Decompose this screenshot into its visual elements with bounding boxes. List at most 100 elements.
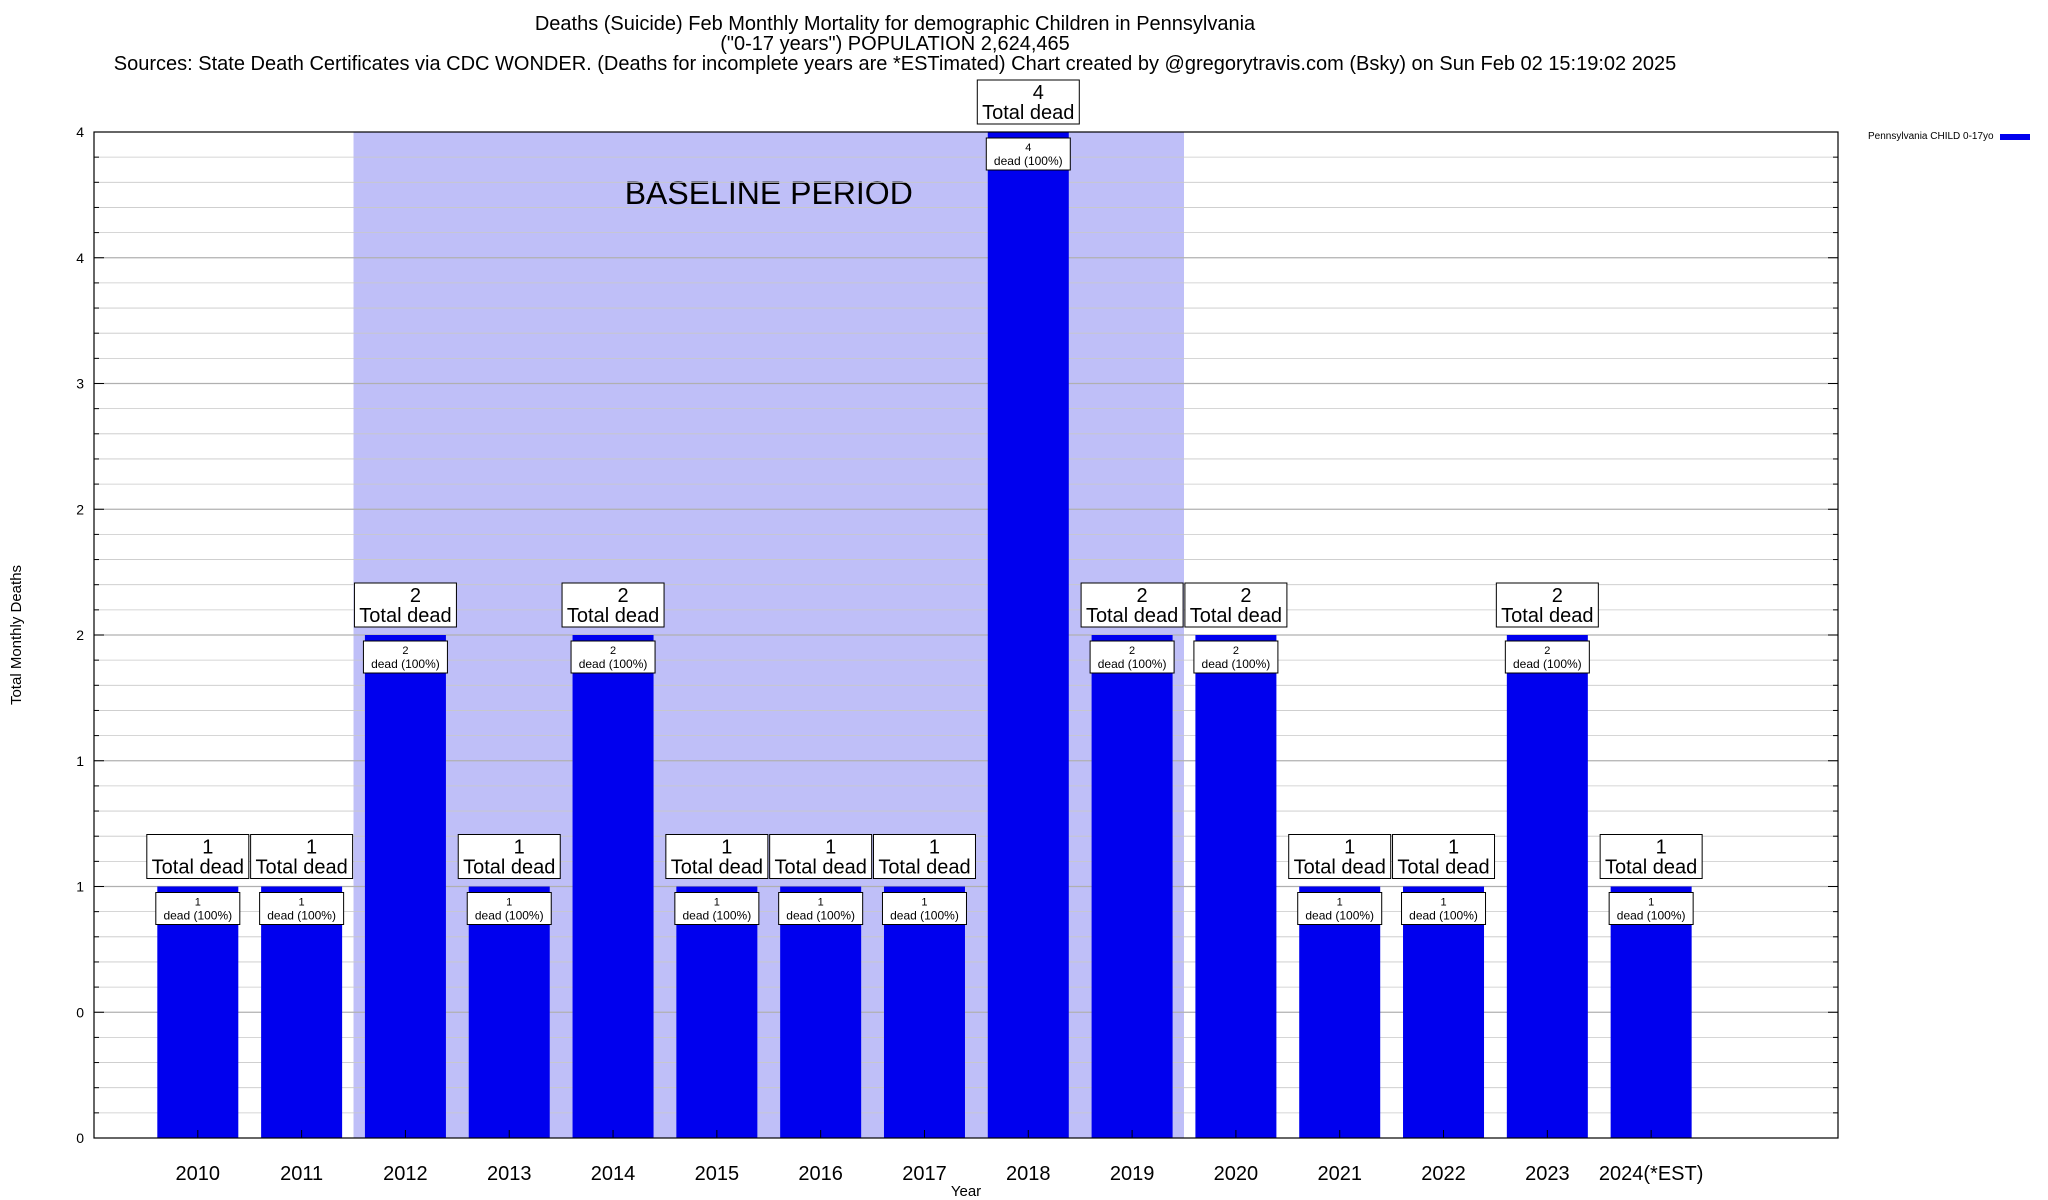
bar-total-label-box	[1080, 582, 1184, 628]
bar-total-label-count: 2	[1137, 585, 1148, 607]
bar-2018	[987, 132, 1069, 1138]
bar-total-label-count: 4	[1033, 82, 1044, 104]
x-tick-label: 2010	[176, 1163, 221, 1185]
bar-total-label-count: 1	[825, 837, 836, 859]
x-tick-label: 2024(*EST)	[1599, 1163, 1704, 1185]
bar-inner-label-box	[985, 137, 1071, 171]
bar-inner-label-box	[362, 640, 448, 674]
bar-2017	[883, 886, 965, 1138]
bar-total-label-count: 1	[1448, 837, 1459, 859]
legend-label: Pennsylvania CHILD 0-17yo	[1868, 131, 1994, 142]
baseline-period-label: BASELINE PERIOD	[625, 175, 913, 211]
bar-inner-label-box	[674, 892, 760, 925]
bar-total-label-count: 1	[1344, 837, 1355, 859]
bar-total-label-text: Total dead	[1086, 605, 1178, 627]
x-tick-label: 2018	[1006, 1163, 1051, 1185]
y-tick-label: 2	[76, 501, 84, 517]
bar-inner-label-text: dead (100%)	[1409, 909, 1478, 923]
x-tick-label: 2017	[902, 1163, 947, 1185]
bar-inner-label-box	[1608, 892, 1694, 925]
bar-total-label-count: 1	[929, 837, 940, 859]
bar-total-label-text: Total dead	[1190, 605, 1282, 627]
bar-2010	[157, 886, 239, 1138]
bar-inner-label-text: dead (100%)	[786, 909, 855, 923]
bar-2013	[468, 886, 550, 1138]
bar-total-label-text: Total dead	[255, 857, 347, 879]
bar-total-label-text: Total dead	[567, 605, 659, 627]
bar-total-label-box	[146, 834, 250, 879]
bar-total-label-text: Total dead	[359, 605, 451, 627]
bar-inner-label-text: dead (100%)	[475, 909, 544, 923]
bar-total-label-text: Total dead	[1501, 605, 1593, 627]
y-axis-label: Total Monthly Deaths	[8, 565, 25, 705]
bar-total-label-box	[872, 834, 976, 879]
bar-total-label-box	[976, 79, 1080, 125]
bar-total-label-text: Total dead	[1294, 857, 1386, 879]
y-tick-label: 2	[76, 627, 84, 643]
bar-inner-label-count: 1	[299, 897, 305, 909]
bar-inner-label-count: 4	[1025, 142, 1031, 154]
bar-inner-label-box	[1089, 640, 1175, 674]
bar-total-label-count: 1	[202, 837, 213, 859]
x-tick-label: 2013	[487, 1163, 532, 1185]
bar-total-label-text: Total dead	[463, 857, 555, 879]
bar-total-label-box	[1495, 582, 1599, 628]
bar-inner-label-count: 1	[818, 897, 824, 909]
x-axis-label: Year	[951, 1183, 981, 1200]
chart-subtitle: ("0-17 years") POPULATION 2,624,465	[720, 33, 1070, 55]
bar-total-label-count: 1	[514, 837, 525, 859]
bar-inner-label-text: dead (100%)	[682, 909, 751, 923]
bar-inner-label-count: 2	[610, 645, 616, 657]
bar-total-label-text: Total dead	[671, 857, 763, 879]
bar-inner-label-count: 1	[1440, 897, 1446, 909]
bar-total-label-box	[1599, 834, 1703, 879]
x-tick-label: 2022	[1421, 1163, 1466, 1185]
bar-total-label-box	[1184, 582, 1288, 628]
bar-2012	[364, 635, 446, 1138]
chart-source-line: Sources: State Death Certificates via CD…	[113, 53, 1677, 75]
bar-inner-label-count: 1	[921, 897, 927, 909]
x-tick-label: 2016	[798, 1163, 843, 1185]
bar-total-label-count: 2	[617, 585, 628, 607]
x-tick-label: 2019	[1110, 1163, 1155, 1185]
bar-inner-label-text: dead (100%)	[1202, 657, 1271, 671]
bar-2023	[1506, 635, 1588, 1138]
bar-total-label-text: Total dead	[1605, 857, 1697, 879]
bar-inner-label-text: dead (100%)	[1617, 909, 1686, 923]
bar-2021	[1299, 886, 1381, 1138]
y-tick-label: 4	[76, 250, 84, 266]
bar-total-label-box	[250, 834, 354, 879]
bar-inner-label-box	[1504, 640, 1590, 674]
y-tick-label: 1	[76, 879, 84, 895]
x-tick-label: 2011	[280, 1163, 323, 1185]
x-tick-label: 2020	[1214, 1163, 1259, 1185]
y-tick-label: 0	[76, 1004, 84, 1020]
bar-inner-label-count: 1	[1648, 897, 1654, 909]
bar-inner-label-text: dead (100%)	[1098, 657, 1167, 671]
x-tick-label: 2021	[1317, 1163, 1362, 1185]
bar-total-label-box	[457, 834, 561, 879]
bar-inner-label-count: 1	[714, 897, 720, 909]
bar-2015	[676, 886, 758, 1138]
bar-inner-label-count: 1	[195, 897, 201, 909]
bar-inner-label-box	[1193, 640, 1279, 674]
bar-2024(*EST)	[1610, 886, 1692, 1138]
x-tick-label: 2015	[695, 1163, 740, 1185]
bar-2019	[1091, 635, 1173, 1138]
bar-2016	[780, 886, 862, 1138]
y-tick-label: 1	[76, 753, 84, 769]
bar-inner-label-box	[570, 640, 656, 674]
x-tick-label: 2023	[1525, 1163, 1570, 1185]
bar-total-label-count: 2	[410, 585, 421, 607]
bar-inner-label-box	[466, 892, 552, 925]
y-tick-label: 3	[76, 376, 84, 392]
bar-inner-label-text: dead (100%)	[163, 909, 232, 923]
bar-total-label-box	[561, 582, 665, 628]
y-tick-label: 0	[76, 1130, 84, 1146]
x-tick-label: 2012	[383, 1163, 428, 1185]
bar-2011	[261, 886, 343, 1138]
bar-total-label-box	[1392, 834, 1496, 879]
bar-total-label-text: Total dead	[775, 857, 867, 879]
bar-inner-label-box	[259, 892, 345, 925]
